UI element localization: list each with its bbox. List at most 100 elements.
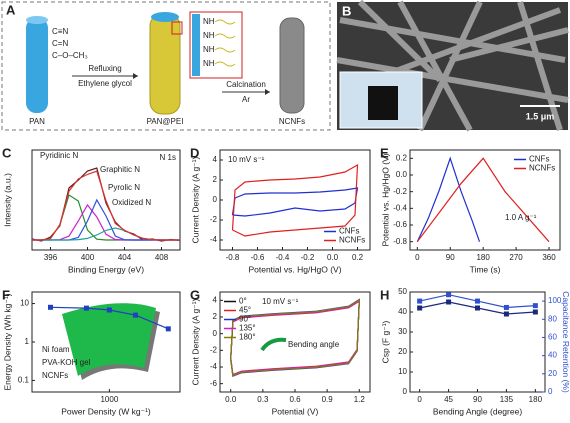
x-tick-label: -0.4: [276, 253, 290, 262]
stage-label: PAN: [29, 117, 45, 126]
legend-label: NCNFs: [529, 164, 555, 173]
point: [532, 309, 538, 315]
y-tick-label: 0.2: [396, 153, 408, 162]
x-axis-label: Potential vs. Hg/HgO (V): [248, 264, 341, 274]
x-tick-label: 0.9: [322, 395, 334, 404]
panel-label: D: [190, 145, 199, 160]
x-tick-label: 0.0: [327, 253, 339, 262]
annotation: 10 mV s⁻¹: [262, 297, 299, 306]
point: [475, 305, 480, 311]
y-tick-label: 2: [213, 175, 218, 184]
x-tick-label: 90: [473, 395, 482, 404]
series-line: [231, 187, 359, 217]
panel-label: A: [6, 2, 16, 17]
series-line: [416, 157, 550, 243]
x-tick-label: 1000: [100, 395, 118, 404]
y-tick-label: -4: [210, 362, 218, 371]
group-label: C≡N: [52, 27, 68, 36]
y-tick-label: 1: [25, 337, 30, 346]
series-line: [416, 156, 481, 242]
y-axis-label: Current Density (A g⁻¹): [190, 156, 200, 243]
legend-label: NCNFs: [339, 236, 365, 245]
x-tick-label: 135: [500, 395, 514, 404]
point: [47, 304, 53, 310]
y2-axis-label: Capacitance Retention (%): [561, 291, 570, 393]
y-tick-label: -0.4: [393, 203, 407, 212]
y2-tick-label: 100: [548, 296, 562, 305]
panel-label: E: [380, 145, 389, 160]
point: [446, 292, 452, 298]
y-tick-label: 4: [213, 155, 218, 164]
y-axis-label: Intensity (a.u.): [2, 173, 12, 227]
pan-pei-fiber: [149, 13, 181, 115]
stage-label: NCNFs: [279, 117, 305, 126]
y-tick-label: 50: [398, 287, 407, 296]
y-tick-label: 0.0: [396, 170, 408, 179]
annotation: PVA-KOH gel: [42, 358, 91, 367]
annotation: NCNFs: [42, 371, 68, 380]
point: [475, 298, 480, 304]
x-axis-label: Potential (V): [272, 406, 319, 416]
y-axis-label: Potential vs. Hg/HgO (V): [380, 153, 390, 246]
y-tick-label: 4: [213, 295, 218, 304]
point: [532, 303, 538, 309]
x-tick-label: 408: [155, 253, 169, 262]
ncnf-film: [368, 86, 398, 120]
x-tick-label: -0.8: [226, 253, 240, 262]
fibers: [336, 0, 569, 132]
panel-a: A C≡N C=N C–O–CH₃ PAN Refluxing Ethylene…: [1, 1, 331, 131]
y-tick-label: 10: [20, 299, 29, 308]
point: [83, 305, 89, 311]
arrow-head: [265, 89, 270, 95]
y-axis-label: Csp (F g⁻¹): [380, 320, 390, 363]
zoom-label: NH: [203, 59, 215, 68]
fiber-top: [151, 12, 179, 22]
y2-tick-label: 80: [548, 314, 557, 323]
y-tick-label: 0.1: [18, 376, 30, 385]
group-label: C–O–CH₃: [52, 51, 88, 60]
x-tick-label: 0: [417, 395, 422, 404]
bend-sketch: [260, 337, 287, 352]
panel-frame: [1, 1, 331, 131]
y-tick-label: -0.8: [393, 237, 407, 246]
stage-label: PAN@PEI: [147, 117, 184, 126]
annotation: Pyrolic N: [108, 183, 140, 192]
y-axis-label: Energy Density (Wh kg⁻¹): [2, 293, 12, 390]
panel-b: B 1.5 μm: [336, 0, 569, 132]
legend-label: 135°: [239, 324, 256, 333]
y-tick-label: -0.6: [393, 220, 407, 229]
arrow-head: [133, 73, 138, 79]
y2-tick-label: 60: [548, 333, 557, 342]
step-label: Refluxing: [88, 64, 121, 73]
point: [132, 312, 138, 318]
x-tick-label: -0.6: [251, 253, 265, 262]
series-line: [230, 298, 360, 377]
y-tick-label: 40: [398, 307, 407, 316]
y-tick-label: 0: [403, 387, 408, 396]
x-tick-label: 404: [118, 253, 132, 262]
point: [417, 305, 423, 311]
series-line: [231, 163, 359, 237]
point: [417, 298, 423, 304]
plot-frame: [409, 149, 561, 251]
scale-label: 1.5 μm: [526, 111, 555, 121]
zoom-label: NH: [203, 31, 215, 40]
x-tick-label: 90: [446, 253, 455, 262]
x-tick-label: 360: [542, 253, 556, 262]
point: [446, 299, 452, 305]
x-axis-label: Bending Angle (degree): [433, 406, 522, 416]
annotation: 10 mV s⁻¹: [228, 155, 265, 164]
zoom-region: [171, 21, 183, 35]
x-tick-label: 0.6: [289, 395, 301, 404]
annotation: Pyridinic N: [40, 151, 78, 160]
legend-label: CNFs: [339, 227, 359, 236]
y-tick-label: 0: [213, 195, 218, 204]
series-line: [32, 170, 180, 241]
x-axis-label: Time (s): [470, 264, 501, 274]
y2-tick-label: 40: [548, 351, 557, 360]
y-tick-label: 2: [213, 312, 218, 321]
x-tick-label: 400: [81, 253, 95, 262]
legend-label: 90°: [239, 315, 251, 324]
annotation: Graphitic N: [100, 165, 140, 174]
zoom-label: NH: [203, 45, 215, 54]
